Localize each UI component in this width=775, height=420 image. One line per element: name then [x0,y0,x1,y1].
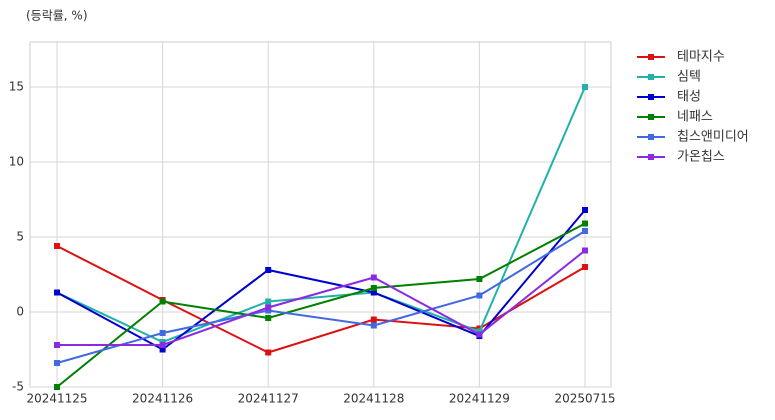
point [370,289,377,296]
point [54,243,60,249]
y-tick-label: 15 [9,80,24,94]
point [159,346,166,353]
legend-label: 심텍 [677,70,701,85]
point [54,384,60,390]
series-line [56,209,586,351]
x-tick-label: 20241125 [26,392,87,406]
point [370,316,377,323]
point [582,220,588,227]
point [54,342,60,348]
series-line [56,86,586,344]
point [159,342,166,348]
y-axis-label: (등락률, %) [26,9,88,23]
point [54,289,60,296]
legend-label: 테마지수 [677,50,725,65]
legend-marker [648,54,654,60]
series-line [56,245,586,354]
series-line [56,222,586,388]
legend-marker [648,154,654,160]
point [582,207,588,213]
y-tick-label: 5 [16,230,24,244]
point [159,298,166,305]
x-tick-label: 20241129 [449,392,510,406]
point [370,285,377,291]
point [265,267,272,273]
legend-label: 칩스앤미디어 [677,130,749,145]
point [582,228,588,234]
point [265,315,272,321]
point [476,276,483,282]
point [476,331,483,338]
legend-label: 네패스 [677,110,713,125]
y-tick-label: 10 [9,155,24,169]
point [582,247,588,254]
legend-marker [648,114,654,120]
point [370,274,377,281]
x-tick-label: 20250715 [554,392,615,406]
legend-label: 가온칩스 [677,150,725,165]
y-tick-label: -5 [12,380,24,394]
x-tick-label: 20241128 [343,392,404,406]
series-line [57,249,586,346]
point [159,330,166,336]
point [476,292,483,299]
point [265,298,272,305]
legend-label: 태성 [677,90,701,105]
point [582,84,588,90]
x-tick-label: 20241127 [238,392,299,406]
point [265,349,272,356]
point [582,264,588,270]
point [370,322,377,329]
legend-marker [648,134,654,140]
point [265,304,272,311]
series-line [56,230,586,364]
legend-marker [648,94,654,100]
x-tick-label: 20241126 [132,392,193,406]
y-tick-label: 0 [16,305,24,319]
point [54,360,60,366]
legend-marker [648,74,654,80]
